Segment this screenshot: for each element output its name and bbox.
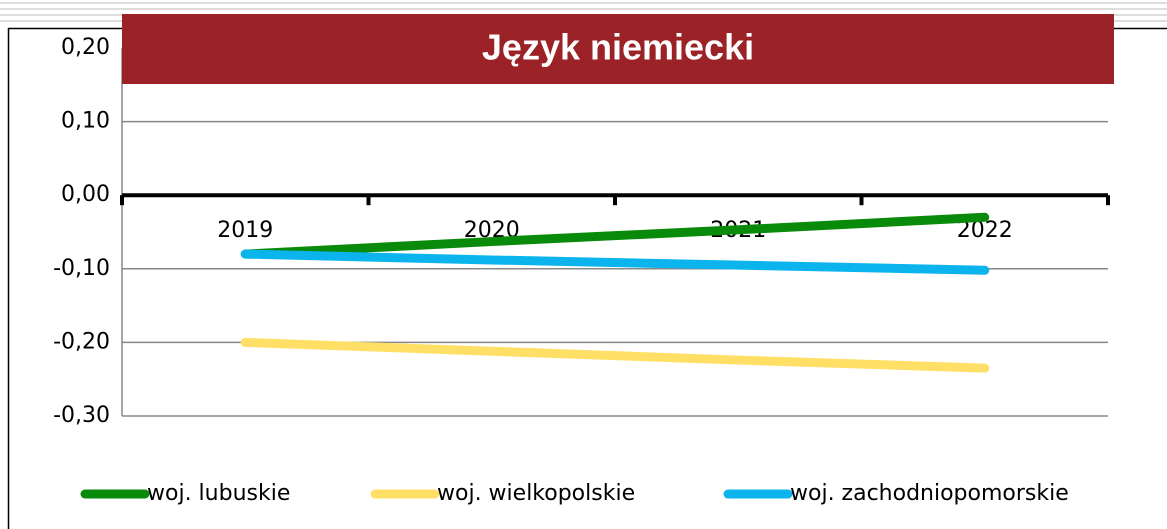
series-line: [240, 212, 990, 259]
y-tick-label: -0,20: [53, 329, 110, 354]
legend-label: woj. zachodniopomorskie: [790, 481, 1069, 506]
series-line: [240, 249, 990, 275]
x-tick-label: 2019: [217, 218, 273, 243]
chart-title: Język niemiecki: [482, 27, 754, 68]
y-tick-label: 0,00: [61, 182, 110, 207]
legend-label: woj. lubuskie: [147, 481, 290, 506]
y-tick-label: 0,10: [61, 109, 110, 134]
series-line: [240, 337, 990, 373]
title-banner: [122, 14, 1114, 84]
y-tick-label: -0,10: [53, 256, 110, 281]
y-tick-label: 0,20: [61, 35, 110, 60]
y-tick-label: -0,30: [53, 403, 110, 428]
legend-label: woj. wielkopolskie: [437, 481, 635, 506]
